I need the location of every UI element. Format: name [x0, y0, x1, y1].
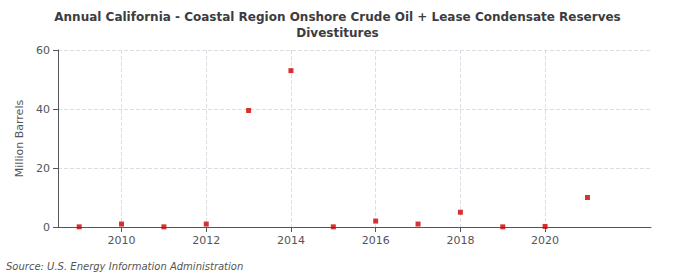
svg-text:60: 60 — [36, 44, 50, 57]
svg-text:Annual California - Coastal Re: Annual California - Coastal Region Onsho… — [54, 10, 620, 24]
svg-text:2014: 2014 — [277, 234, 305, 247]
svg-text:Million Barrels: Million Barrels — [13, 100, 26, 178]
svg-text:40: 40 — [36, 103, 50, 116]
svg-text:2012: 2012 — [192, 234, 220, 247]
svg-text:0: 0 — [43, 221, 50, 234]
svg-text:Source: U.S. Energy Informatio: Source: U.S. Energy Information Administ… — [6, 261, 243, 272]
svg-text:2010: 2010 — [108, 234, 136, 247]
svg-text:2018: 2018 — [446, 234, 474, 247]
svg-text:Divestitures: Divestitures — [296, 26, 379, 40]
svg-text:2020: 2020 — [531, 234, 559, 247]
svg-text:20: 20 — [36, 162, 50, 175]
svg-text:2016: 2016 — [362, 234, 390, 247]
